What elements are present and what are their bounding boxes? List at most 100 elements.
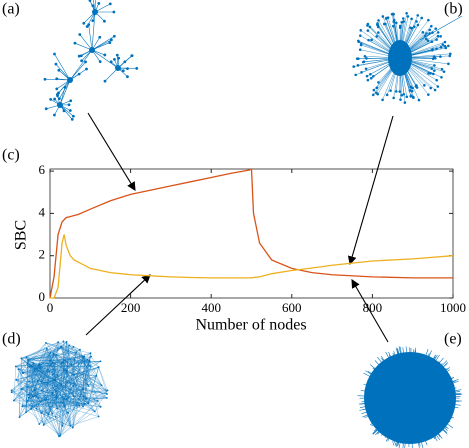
node — [417, 98, 421, 102]
node — [37, 397, 40, 400]
edge — [72, 395, 74, 428]
edge — [28, 397, 99, 417]
node — [63, 86, 67, 89]
y-tick-label: 2 — [39, 247, 46, 262]
edge — [114, 59, 119, 69]
y-tick-label: 6 — [39, 162, 46, 177]
node — [45, 347, 48, 350]
node — [439, 45, 443, 49]
node — [439, 55, 442, 58]
node — [376, 92, 380, 96]
edge — [94, 3, 100, 13]
node — [85, 397, 88, 400]
node — [27, 358, 29, 361]
arrow — [87, 112, 136, 191]
edge — [39, 356, 85, 425]
plot-frame — [49, 168, 454, 299]
series-line — [49, 167, 453, 299]
node — [89, 365, 92, 368]
node — [103, 19, 106, 23]
node — [26, 399, 29, 402]
node — [369, 72, 372, 76]
edge — [49, 360, 67, 400]
node — [51, 391, 54, 394]
node — [375, 35, 378, 38]
edge — [11, 390, 49, 415]
edge — [409, 397, 421, 447]
edge — [60, 406, 101, 436]
edge — [68, 356, 85, 399]
node — [60, 384, 63, 386]
node — [385, 93, 389, 97]
node — [121, 69, 125, 73]
node — [87, 23, 91, 27]
edge — [409, 397, 443, 439]
node — [45, 342, 47, 344]
node — [415, 20, 418, 23]
node — [371, 93, 375, 97]
edge — [409, 397, 454, 429]
edge — [22, 406, 56, 418]
edge — [117, 67, 128, 77]
edge — [13, 394, 29, 401]
edge — [13, 352, 51, 401]
edge — [27, 353, 54, 401]
node — [63, 397, 66, 400]
node — [55, 353, 58, 356]
node — [392, 96, 395, 100]
node — [359, 29, 363, 32]
edge — [68, 360, 90, 414]
edge — [409, 393, 463, 399]
node — [435, 38, 438, 41]
node — [405, 11, 408, 15]
node — [42, 424, 45, 426]
x-axis-label: Number of nodes — [195, 317, 306, 334]
x-tick-label: 1000 — [440, 300, 466, 315]
arrow — [347, 115, 394, 266]
node — [76, 404, 78, 407]
edge — [38, 398, 71, 426]
edge — [16, 379, 61, 436]
node — [90, 355, 93, 358]
edge — [91, 42, 110, 51]
edge — [83, 356, 108, 395]
network-drawings — [10, 0, 463, 448]
node — [56, 94, 59, 98]
edge — [59, 100, 71, 106]
edge — [394, 397, 411, 446]
edge — [22, 394, 29, 407]
node — [359, 43, 363, 47]
edge — [59, 104, 74, 117]
node — [25, 356, 28, 359]
edge — [393, 351, 411, 399]
edge — [104, 67, 119, 82]
panel-label: (c) — [2, 147, 20, 164]
edge — [81, 49, 93, 57]
node — [356, 57, 360, 61]
node — [54, 62, 58, 66]
node — [401, 17, 405, 20]
edge — [30, 342, 59, 367]
edge — [81, 49, 93, 61]
edge — [73, 359, 75, 396]
x-tick-label: 600 — [282, 300, 302, 315]
node — [40, 389, 43, 392]
edge — [409, 397, 428, 446]
node — [71, 114, 75, 118]
edge — [28, 394, 39, 399]
node — [448, 52, 452, 56]
node — [82, 388, 85, 390]
node — [62, 340, 65, 343]
node — [98, 35, 102, 39]
node — [375, 86, 379, 90]
edge — [18, 369, 58, 398]
edge — [46, 104, 61, 110]
edge — [409, 397, 456, 401]
node — [97, 2, 101, 5]
node — [80, 59, 83, 63]
edge — [18, 369, 108, 395]
node — [126, 75, 129, 79]
edge — [32, 348, 47, 397]
node — [368, 25, 372, 29]
node — [115, 53, 119, 57]
